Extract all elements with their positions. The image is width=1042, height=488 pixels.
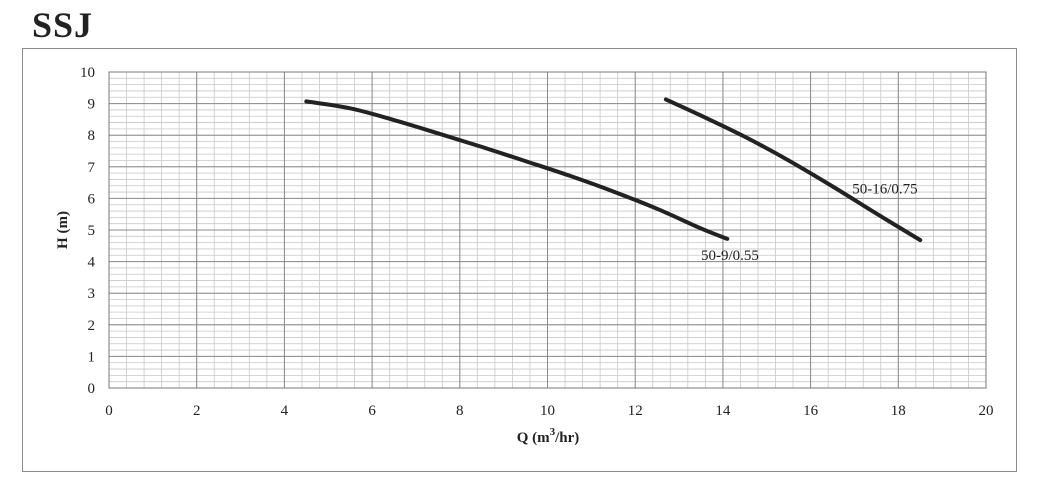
y-tick-label: 5 [88,223,96,239]
series-line [304,99,730,241]
x-tick-label: 16 [803,403,819,419]
x-tick-label: 6 [368,403,376,419]
y-tick-label: 1 [88,349,96,365]
y-tick-label: 9 [88,97,96,113]
y-tick-label: 4 [88,255,96,271]
x-tick-label: 20 [979,403,994,419]
curve-labels: 50-9/0.55 50-16/0.75 [701,182,918,264]
series-line [663,97,923,243]
y-tick-label: 6 [88,191,96,207]
x-tick-label: 0 [105,403,113,419]
plot-area-border [108,71,987,389]
y-tick-label: 8 [88,128,96,144]
chart-frame [22,48,1017,472]
y-tick-label: 2 [88,318,96,334]
curve-label: 50-9/0.55 [701,248,759,264]
x-tick-label: 2 [193,403,201,419]
x-tick-label: 8 [456,403,464,419]
x-tick-label: 14 [715,403,731,419]
series-lines [304,97,923,243]
y-tick-label: 0 [88,381,96,397]
x-tick-label: 12 [628,403,643,419]
curve-label: 50-16/0.75 [852,182,917,198]
page-title: SSJ [32,5,94,45]
x-axis-label: Q (m3/hr) [517,426,580,446]
y-tick-label: 7 [88,160,96,176]
y-tick-label: 10 [80,65,95,81]
y-tick-label: 3 [88,286,96,302]
major-gridlines [108,71,987,389]
x-tick-label: 18 [891,403,906,419]
y-tick-labels: 0 1 2 3 4 5 6 7 8 9 10 [80,65,96,397]
x-tick-label: 10 [540,403,555,419]
x-tick-label: 4 [281,403,289,419]
x-tick-labels: 0 2 4 6 8 10 12 14 16 18 20 [105,403,993,419]
y-axis-label: H (m) [55,211,71,249]
